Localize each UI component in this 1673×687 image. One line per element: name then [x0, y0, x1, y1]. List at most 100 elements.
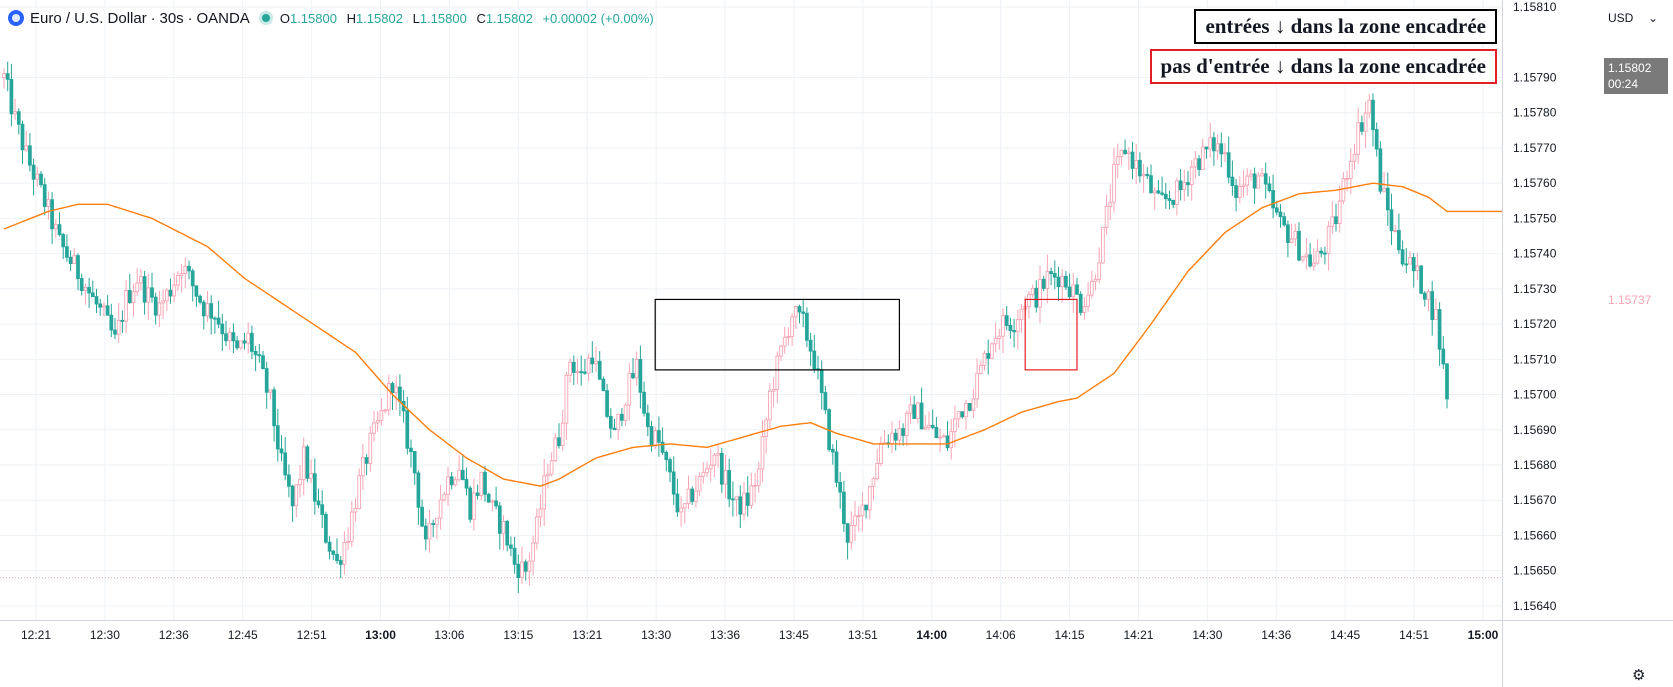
- price-axis[interactable]: 1.15640 1.15650 1.15660 1.15670 1.15680 1.156…: [1513, 0, 1557, 613]
- candle: [320, 490, 325, 528]
- interval[interactable]: 30s: [159, 9, 184, 27]
- candle: [335, 538, 339, 564]
- candle: [453, 476, 458, 487]
- candle: [65, 234, 69, 262]
- candle: [616, 413, 621, 441]
- candle: [438, 484, 443, 530]
- time-tick-label: 12:36: [159, 628, 189, 642]
- candle: [590, 341, 595, 373]
- candle: [153, 292, 158, 325]
- candle: [682, 503, 687, 524]
- candle: [1408, 251, 1412, 265]
- candle: [1426, 289, 1431, 312]
- candle: [890, 421, 894, 454]
- candle: [1219, 132, 1224, 168]
- candle: [1101, 226, 1105, 264]
- candle: [978, 361, 983, 375]
- candle: [971, 388, 976, 418]
- candle: [845, 523, 850, 560]
- candle: [1445, 363, 1449, 409]
- candle: [1360, 115, 1364, 135]
- candle: [546, 463, 550, 489]
- candle: [1212, 132, 1216, 166]
- candle: [20, 120, 25, 164]
- candle: [150, 272, 154, 303]
- candle: [327, 536, 332, 560]
- candle: [527, 552, 532, 586]
- candle: [1356, 107, 1361, 165]
- candle: [364, 454, 369, 476]
- candle: [42, 178, 47, 216]
- candle: [46, 191, 51, 220]
- candle: [1237, 176, 1242, 204]
- candle: [512, 536, 517, 574]
- source: OANDA: [196, 9, 250, 27]
- currency-label: USD: [1608, 11, 1634, 25]
- candle: [250, 325, 254, 360]
- candle: [790, 313, 794, 346]
- candle: [1175, 177, 1179, 216]
- candle: [771, 377, 776, 408]
- candle: [468, 485, 473, 523]
- candle: [127, 274, 132, 305]
- high-value: 1.15802: [355, 10, 403, 26]
- candle: [668, 457, 672, 482]
- candle: [131, 283, 136, 317]
- candle: [464, 467, 469, 496]
- candle: [834, 440, 839, 488]
- currency-selector[interactable]: USD ⌄: [1602, 8, 1664, 28]
- candle: [368, 426, 373, 472]
- time-axis[interactable]: 12:21 12:30 12:36 12:45 12:51 13:00 13:06 13:15…: [21, 628, 1499, 642]
- candle: [867, 485, 872, 520]
- candle: [1152, 187, 1157, 210]
- candle: [423, 518, 428, 551]
- time-tick-label: 13:15: [503, 628, 533, 642]
- time-tick-label: 13:30: [641, 628, 671, 642]
- price-tick-label: 1.15730: [1513, 282, 1557, 296]
- candle: [494, 486, 498, 510]
- candle: [68, 250, 73, 271]
- candle: [631, 357, 635, 380]
- candle: [246, 322, 251, 354]
- candle: [1308, 243, 1312, 268]
- candle: [705, 461, 709, 478]
- gear-icon[interactable]: ⚙: [1632, 667, 1646, 684]
- legend-no-entry-box: pas d'entrée ↓ dans la zone encadrée: [1149, 49, 1497, 84]
- candle: [904, 410, 909, 446]
- candle: [1060, 268, 1065, 303]
- candle: [875, 448, 880, 481]
- candle: [109, 303, 114, 338]
- last-price: 1.15802: [1608, 61, 1652, 75]
- price-tick-label: 1.15640: [1513, 599, 1557, 613]
- candle: [842, 480, 846, 533]
- candle: [61, 232, 66, 259]
- candle: [1300, 255, 1305, 263]
- candle: [224, 320, 228, 347]
- candle: [142, 270, 147, 315]
- candle: [183, 257, 188, 289]
- candle: [1297, 222, 1301, 262]
- candle: [967, 402, 972, 412]
- symbol-name[interactable]: Euro / U.S. Dollar: [30, 9, 147, 27]
- candle: [1422, 291, 1427, 307]
- candle: [897, 420, 902, 446]
- candle: [346, 527, 350, 551]
- price-tick-label: 1.15760: [1513, 176, 1557, 190]
- candle: [645, 404, 650, 437]
- candle: [1397, 213, 1401, 254]
- candle: [1104, 194, 1109, 235]
- candle: [1126, 147, 1131, 171]
- candle: [1411, 253, 1416, 288]
- candle: [612, 418, 617, 431]
- candle: [172, 272, 177, 303]
- candle: [1141, 164, 1146, 193]
- low-label: L: [412, 10, 420, 26]
- candle: [1315, 239, 1320, 265]
- candle: [1389, 193, 1394, 245]
- candle: [797, 304, 802, 324]
- candle: [146, 273, 151, 320]
- candle: [1030, 284, 1035, 298]
- candle: [731, 481, 735, 517]
- candle: [1419, 265, 1423, 295]
